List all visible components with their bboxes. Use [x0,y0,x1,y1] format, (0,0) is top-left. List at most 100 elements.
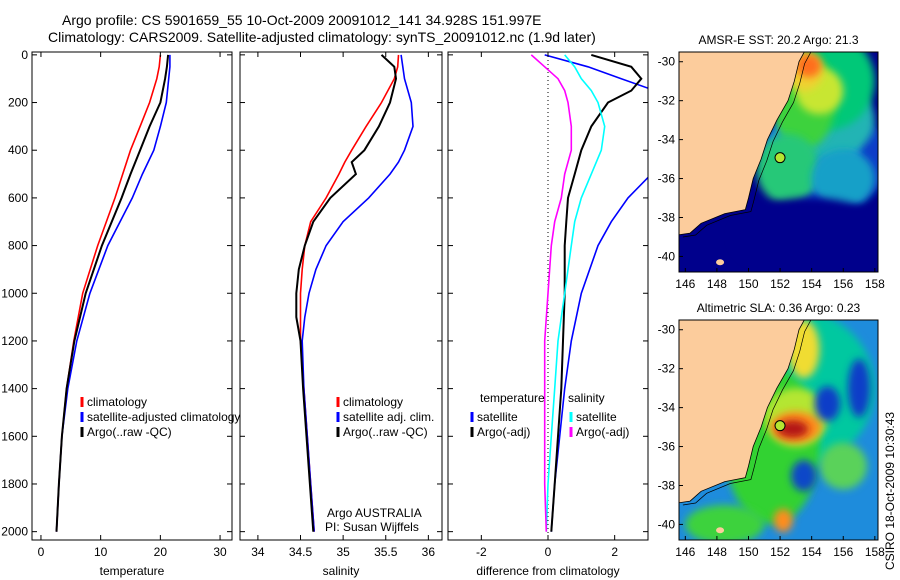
sst-title: AMSR-E SST: 20.2 Argo: 21.3 [698,33,858,47]
sal-series-blue [301,54,414,532]
diff-series-black [550,53,643,532]
sst-xtick-label: 152 [770,277,790,291]
temp-ytick-label: 1400 [1,382,28,396]
sla-field-feature [814,386,841,422]
sst-ytick-label: -36 [658,172,676,186]
figure-title-line1: Argo profile: CS 5901659_55 10-Oct-2009 … [62,12,542,28]
sal-legend-entry: climatology [343,395,403,409]
sla-ytick-label: -36 [658,440,676,454]
sal-xtick-label: 36 [422,545,436,559]
temp-ytick-label: 1800 [1,477,28,491]
sst-xtick-label: 148 [707,277,727,291]
temp-ytick-label: 0 [21,48,28,62]
figure-title-line2: Climatology: CARS2009. Satellite-adjuste… [48,29,596,45]
sst-isobath [682,52,812,238]
sst-ytick-label: -40 [658,249,676,263]
sal-xtick-label: 35.5 [374,545,398,559]
sst-map [678,51,879,273]
sal-panel [239,51,443,541]
temp-legend-entry: climatology [87,395,147,409]
temp-ytick-label: 800 [8,239,28,253]
sla-axes-box [678,319,879,541]
sla-xtick-label: 158 [865,545,885,559]
temp-ytick-label: 1200 [1,334,28,348]
diff-panel [447,51,649,541]
sla-xtick-label: 152 [770,545,790,559]
sal-axes-box [239,51,443,541]
sst-field-feature [811,149,875,208]
sla-ytick-label: -40 [658,517,676,531]
temp-ytick-label: 1000 [1,286,28,300]
diff-legend-entry: Argo(-adj) [477,425,530,439]
sst-axes-box [678,51,879,273]
sla-argo-location-marker [774,420,786,432]
diff-legend-salinity-heading: salinity [568,391,605,405]
diff-legend-entry: satellite [576,410,617,424]
diff-legend-entry: satellite [477,410,518,424]
sst-ytick-label: -30 [658,55,676,69]
diff-xtick-label: 2 [611,545,618,559]
sla-title: Altimetric SLA: 0.36 Argo: 0.23 [697,301,861,315]
sst-xtick-label: 156 [833,277,853,291]
diff-xtick-label: -2 [476,545,487,559]
sst-field-feature [732,198,878,272]
diff-series-blue [544,54,648,532]
sla-xtick-label: 150 [738,545,758,559]
sal-series-black [295,54,398,532]
temp-panel [31,51,233,541]
temp-xlabel: temperature [100,564,165,578]
temp-series-black [55,54,170,532]
diff-xlabel: difference from climatology [476,564,619,578]
sst-ytick-label: -32 [658,94,676,108]
temp-ytick-label: 600 [8,191,28,205]
sal-legend-entry: Argo(..raw -QC) [343,425,428,439]
temp-xtick-label: 20 [154,545,168,559]
sla-xtick-label: 156 [833,545,853,559]
sla-ytick-label: -30 [658,323,676,337]
diff-legend-temperature-heading: temperature [480,391,545,405]
sla-ytick-label: -32 [658,362,676,376]
temp-series-blue [55,54,171,532]
sst-field-feature [756,133,820,204]
temp-axes-box [31,51,233,541]
sst-xtick-label: 154 [802,277,822,291]
sst-xtick-label: 158 [865,277,885,291]
diff-series-cyan [545,54,606,532]
temp-ytick-label: 400 [8,143,28,157]
sst-flinders-island [716,259,725,266]
sla-xtick-label: 154 [802,545,822,559]
sst-ytick-label: -34 [658,133,676,147]
credit-argo-australia: Argo AUSTRALIA [327,506,422,520]
sla-ytick-label: -38 [658,478,676,492]
sal-legend-entry: satellite adj. clim. [343,410,434,424]
sal-xtick-label: 34 [251,545,265,559]
temp-xtick-label: 0 [38,545,45,559]
sla-map [678,319,879,541]
diff-xtick-label: 0 [545,545,552,559]
temp-ytick-label: 1600 [1,429,28,443]
sst-land [679,52,805,236]
diff-legend-entry: Argo(-adj) [576,425,629,439]
sla-field-feature [847,358,871,418]
sla-field-feature [819,442,867,490]
sla-flinders-island [716,527,725,534]
sal-series-red [299,54,400,532]
temp-xtick-label: 10 [94,545,108,559]
sla-isobath [682,320,812,506]
sst-ytick-label: -38 [658,210,676,224]
temp-legend-entry: Argo(..raw -QC) [87,425,172,439]
sal-xlabel: salinity [323,564,360,578]
sla-field-feature [685,504,765,540]
temp-ytick-label: 200 [8,96,28,110]
sst-xtick-label: 150 [738,277,758,291]
sal-xtick-label: 35 [336,545,350,559]
temp-legend-entry: satellite-adjusted climatology [87,410,240,424]
temp-series-red [55,54,162,532]
sla-xtick-label: 146 [675,545,695,559]
diff-series-magenta [530,54,573,532]
temp-ytick-label: 2000 [1,525,28,539]
sla-field-feature [791,460,817,492]
credit-pi: PI: Susan Wijffels [325,520,419,534]
sst-field-feature [795,53,822,78]
